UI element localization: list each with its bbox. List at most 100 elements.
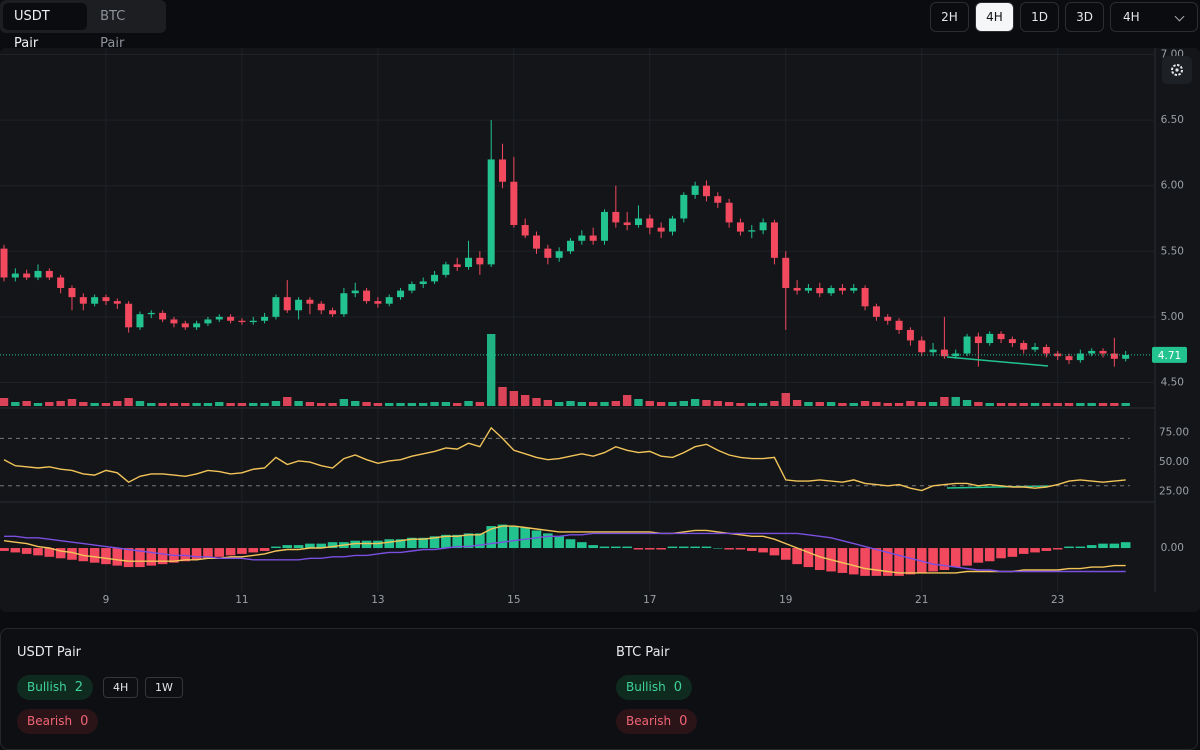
x-tick-label: 23 — [1051, 594, 1064, 606]
volume-bar — [1098, 403, 1108, 406]
last-price-label: 4.71 — [1158, 350, 1181, 362]
chart-background — [0, 48, 1200, 612]
timeframe-chip[interactable]: 4H — [103, 677, 139, 698]
candle-body — [317, 303, 325, 311]
volume-bar — [520, 395, 530, 406]
candle-body — [57, 277, 65, 288]
x-tick-label: 13 — [371, 594, 384, 606]
volume-bar — [317, 403, 326, 406]
timeframe-select[interactable]: 4H — [1110, 2, 1198, 32]
volume-bar — [724, 402, 734, 406]
candle-body — [1110, 353, 1118, 359]
candle-body — [668, 218, 676, 232]
volume-bar — [509, 391, 519, 406]
macd-bar — [780, 548, 791, 560]
macd-bar — [758, 548, 768, 553]
volume-bar — [169, 403, 179, 406]
macd-bar — [724, 548, 734, 550]
volume-bar — [1064, 403, 1074, 406]
volume-bar — [67, 399, 77, 406]
macd-bar — [259, 548, 270, 551]
volume-bar — [792, 400, 802, 406]
volume-bar — [849, 403, 858, 406]
timeframe-button[interactable]: 4H — [975, 2, 1014, 32]
macd-bar — [633, 548, 644, 550]
candle-body — [113, 301, 121, 304]
candle-body — [1020, 343, 1028, 350]
candle-body — [634, 218, 642, 226]
candle-body — [827, 287, 835, 294]
candle-body — [1008, 339, 1016, 344]
label: Bearish — [27, 714, 73, 728]
volume-bar — [634, 399, 643, 406]
volume-bar — [101, 403, 111, 406]
y-tick-label: 50.00 — [1159, 456, 1189, 468]
volume-bar — [45, 402, 54, 406]
macd-bar — [123, 548, 134, 568]
volume-bar — [56, 401, 65, 406]
volume-bar — [917, 402, 926, 406]
macd-bar — [316, 543, 327, 549]
timeframe-chip[interactable]: 1W — [145, 677, 183, 698]
candle-body — [408, 284, 416, 291]
volume-bar — [1076, 403, 1085, 406]
candle-body — [385, 297, 393, 304]
macd-bar — [1030, 548, 1040, 553]
volume-bar — [770, 401, 779, 406]
volume-bar — [498, 387, 507, 406]
candle-body — [499, 159, 507, 182]
volume-bar — [147, 403, 156, 406]
macd-bar — [282, 545, 293, 549]
tab[interactable]: USDT Pair — [3, 3, 88, 51]
candle-body — [136, 314, 144, 328]
volume-bar — [928, 402, 938, 406]
macd-bar — [611, 546, 621, 549]
volume-bar — [260, 403, 269, 406]
candle-body — [680, 194, 688, 219]
macd-bar — [712, 548, 723, 549]
macd-bar — [350, 540, 361, 549]
macd-bar — [1007, 548, 1018, 557]
volume-bar — [192, 403, 201, 406]
candle-body — [657, 227, 665, 232]
timeframe-button[interactable]: 1D — [1020, 2, 1059, 32]
candle-body — [646, 218, 654, 228]
candle-body — [736, 222, 744, 232]
settings-icon-hole — [1175, 68, 1179, 72]
timeframe-button[interactable]: 3D — [1065, 2, 1104, 32]
volume-bar — [215, 402, 224, 406]
volume-bar — [611, 401, 621, 406]
volume-bar — [226, 403, 235, 406]
volume-bar — [736, 403, 745, 406]
divergence-line — [946, 485, 1049, 489]
macd-bar — [735, 548, 746, 550]
candle-body — [1054, 353, 1062, 357]
candle-body — [374, 301, 382, 304]
volume-bar — [328, 403, 337, 406]
macd-bar — [429, 536, 440, 549]
macd-bar — [441, 534, 451, 549]
candle-body — [918, 340, 926, 353]
volume-bar — [294, 401, 303, 406]
macd-bar — [361, 540, 372, 549]
timeframe-button[interactable]: 2H — [930, 2, 969, 32]
volume-bar — [622, 395, 632, 406]
macd-bar — [373, 540, 383, 549]
macd-bar — [656, 548, 666, 550]
macd-bar — [520, 527, 530, 549]
macd-bar — [1018, 548, 1029, 554]
volume-bar — [554, 402, 564, 406]
macd-bar — [78, 548, 89, 562]
macd-bar — [101, 548, 111, 565]
macd-bar — [814, 548, 825, 571]
candle-body — [906, 329, 914, 341]
candle-body — [872, 306, 880, 317]
volume-bar — [113, 401, 122, 406]
volume-bar — [33, 403, 43, 406]
summary-card: USDT Pair Bullish 2 4H 1W Bearish 0 BTC Pa… — [0, 628, 1198, 750]
candle-body — [419, 281, 427, 285]
candle-body — [283, 297, 291, 311]
tab[interactable]: BTC Pair — [100, 9, 126, 51]
macd-bar — [203, 548, 213, 559]
y-tick-label: 0.00 — [1161, 542, 1184, 554]
